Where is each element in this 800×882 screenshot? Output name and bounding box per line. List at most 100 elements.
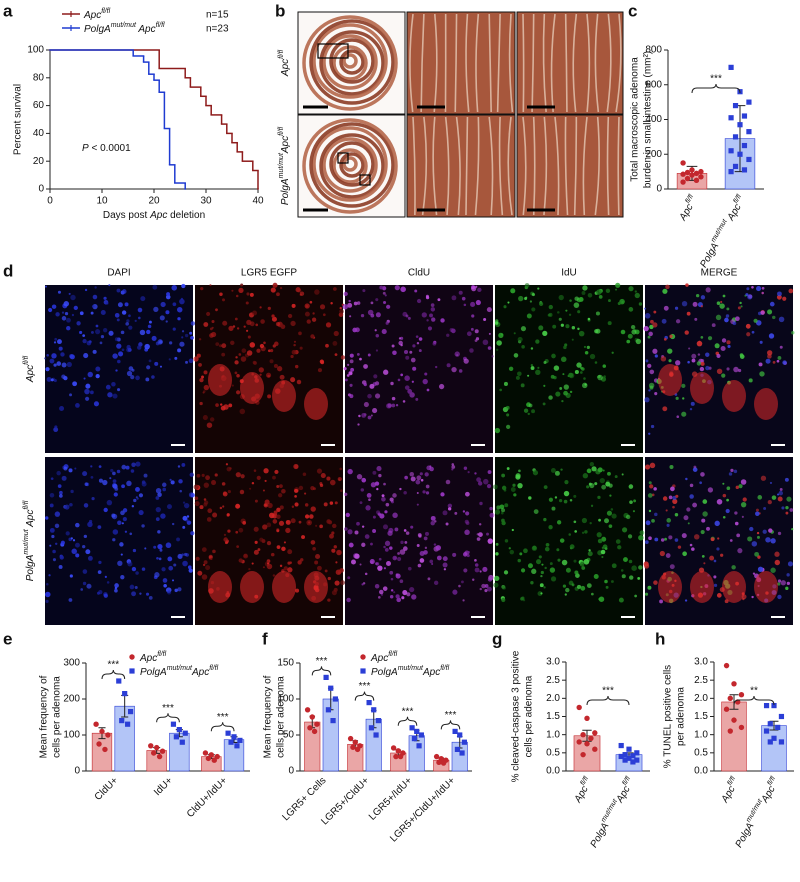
cell-signal — [264, 499, 270, 505]
cell-signal — [700, 358, 705, 363]
lgr5-crypt — [304, 388, 328, 420]
cell-signal — [565, 567, 571, 573]
cell-signal — [235, 503, 241, 509]
data-point — [350, 744, 356, 750]
cell-signal — [687, 360, 690, 364]
cell-signal — [48, 307, 53, 313]
cell-signal — [720, 553, 724, 557]
cell-signal — [120, 330, 125, 335]
cell-signal — [125, 465, 130, 470]
data-point — [457, 732, 463, 738]
cell-signal — [720, 300, 723, 304]
cell-signal — [234, 360, 239, 365]
cell-signal — [51, 534, 55, 539]
cell-signal — [479, 587, 482, 591]
cell-signal — [44, 591, 51, 598]
data-point — [454, 746, 461, 752]
cell-signal — [784, 477, 789, 482]
data-point — [102, 746, 108, 753]
cell-signal — [61, 316, 67, 321]
y-tick-label: 2.0 — [546, 693, 560, 704]
cell-signal — [378, 557, 382, 561]
cell-signal — [151, 335, 157, 341]
cell-signal — [725, 508, 730, 514]
lgr5-crypt — [240, 372, 264, 404]
legend-label: Apcfl/fl — [370, 651, 398, 663]
text-part: fl/fl — [156, 22, 165, 29]
text-part: fl/fl — [622, 775, 633, 787]
cell-signal — [517, 336, 523, 342]
cell-signal — [583, 345, 587, 349]
text-part: Apc — [25, 510, 36, 530]
significance-label: *** — [107, 660, 119, 671]
significance-bracket — [101, 669, 126, 680]
cell-signal — [125, 322, 129, 326]
cell-signal — [536, 559, 542, 565]
cell-signal — [359, 563, 362, 566]
cell-signal — [568, 372, 575, 379]
cell-signal — [621, 473, 624, 476]
cell-signal — [313, 487, 316, 491]
cell-signal — [707, 487, 714, 493]
cell-signal — [382, 586, 388, 591]
cell-signal — [82, 545, 86, 549]
cell-signal — [52, 549, 56, 554]
cell-signal — [105, 301, 109, 305]
crypt-stripe — [474, 116, 480, 216]
cell-signal — [201, 574, 208, 580]
tissue-roll — [339, 49, 365, 75]
data-point — [208, 752, 215, 758]
cell-signal — [384, 547, 389, 552]
cell-signal — [791, 331, 795, 335]
cell-signal — [53, 341, 57, 344]
cell-signal — [375, 298, 379, 302]
cell-signal — [417, 533, 422, 537]
cell-signal — [277, 493, 283, 498]
cell-signal — [117, 388, 121, 392]
cell-signal — [262, 489, 265, 492]
cell-signal — [139, 592, 142, 595]
cell-signal — [777, 582, 781, 586]
cell-signal — [416, 298, 422, 304]
cell-signal — [124, 302, 129, 307]
cell-signal — [426, 388, 430, 392]
cell-signal — [601, 536, 607, 542]
cell-signal — [647, 585, 652, 590]
cell-signal — [576, 362, 582, 368]
cell-signal — [513, 353, 519, 358]
column-label: CldU — [408, 268, 430, 279]
cell-signal — [510, 487, 516, 492]
cell-signal — [319, 524, 323, 529]
cell-signal — [629, 500, 633, 504]
cell-signal — [501, 521, 506, 526]
tissue-roll — [329, 141, 375, 187]
lgr5-crypt — [208, 571, 232, 603]
cell-signal — [757, 495, 763, 500]
cell-signal — [479, 501, 483, 506]
crypt-stripe — [543, 116, 548, 216]
data-point — [129, 654, 135, 660]
cell-signal — [740, 501, 747, 508]
cell-signal — [334, 353, 338, 356]
cell-signal — [376, 510, 381, 515]
data-point — [93, 721, 99, 727]
microscopy-image — [44, 283, 196, 453]
cell-signal — [597, 467, 603, 473]
cell-signal — [681, 411, 687, 417]
cell-signal — [447, 503, 453, 508]
cell-signal — [314, 289, 320, 295]
cell-signal — [648, 432, 651, 435]
cell-signal — [519, 552, 523, 556]
cell-signal — [306, 319, 311, 324]
cell-signal — [139, 329, 146, 336]
cell-signal — [753, 318, 758, 323]
crypt-stripe — [582, 116, 588, 216]
cell-signal — [686, 507, 691, 512]
cell-signal — [287, 313, 293, 319]
cell-signal — [323, 502, 328, 507]
lgr5-crypt — [690, 372, 714, 404]
cell-signal — [315, 553, 321, 560]
cell-signal — [722, 482, 725, 485]
cell-signal — [425, 491, 430, 495]
cell-signal — [264, 479, 267, 483]
